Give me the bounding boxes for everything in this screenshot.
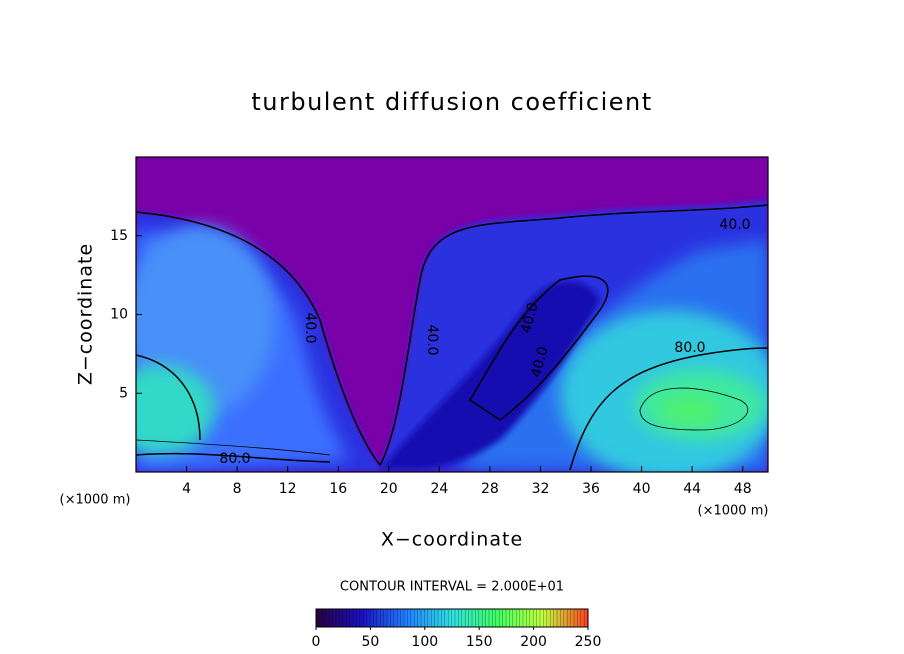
y-tick-label: 15 bbox=[110, 228, 128, 244]
colorbar-tick-label: 200 bbox=[520, 634, 547, 650]
x-tick-label: 4 bbox=[182, 481, 191, 497]
x-tick-label: 20 bbox=[380, 481, 398, 497]
colorbar-tick-label: 50 bbox=[361, 634, 379, 650]
contour-label: 40.0 bbox=[302, 312, 318, 343]
contour-label: 80.0 bbox=[219, 451, 250, 467]
y-tick-label: 10 bbox=[110, 307, 128, 323]
x-axis-label: X−coordinate bbox=[381, 529, 523, 551]
colorbar bbox=[315, 608, 589, 628]
x-tick-label: 24 bbox=[430, 481, 448, 497]
x-tick-label: 12 bbox=[279, 481, 297, 497]
y-unit: (×1000 m) bbox=[60, 493, 131, 508]
contour-label: 40.0 bbox=[424, 324, 440, 355]
x-tick-label: 48 bbox=[734, 481, 752, 497]
contour-interval: CONTOUR INTERVAL = 2.000E+01 bbox=[340, 580, 564, 595]
contour-label: 40.0 bbox=[518, 301, 542, 335]
colorbar-tick-label: 150 bbox=[466, 634, 493, 650]
x-tick-label: 28 bbox=[481, 481, 499, 497]
x-tick-label: 32 bbox=[532, 481, 550, 497]
y-axis-label: Z−coordinate bbox=[75, 243, 97, 385]
x-tick-label: 16 bbox=[329, 481, 347, 497]
x-unit: (×1000 m) bbox=[698, 504, 769, 519]
contour-label: 40.0 bbox=[719, 217, 750, 233]
colorbar-tick-label: 0 bbox=[312, 634, 321, 650]
field bbox=[136, 157, 768, 472]
x-tick-label: 44 bbox=[683, 481, 701, 497]
y-tick-label: 5 bbox=[119, 385, 128, 401]
colorbar-tick-label: 250 bbox=[575, 634, 602, 650]
x-tick-label: 8 bbox=[233, 481, 242, 497]
colorbar-tick-label: 100 bbox=[411, 634, 438, 650]
x-tick-label: 36 bbox=[582, 481, 600, 497]
contour-label: 40.0 bbox=[528, 345, 552, 379]
x-tick-label: 40 bbox=[633, 481, 651, 497]
contour-label: 80.0 bbox=[674, 340, 705, 356]
chart-title: turbulent diffusion coefficient bbox=[251, 88, 652, 116]
